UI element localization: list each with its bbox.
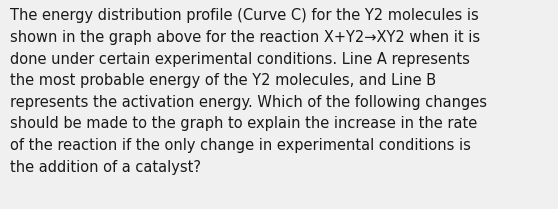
Text: The energy distribution profile (Curve C) for the Y2 molecules is
shown in the g: The energy distribution profile (Curve C…: [10, 8, 487, 175]
